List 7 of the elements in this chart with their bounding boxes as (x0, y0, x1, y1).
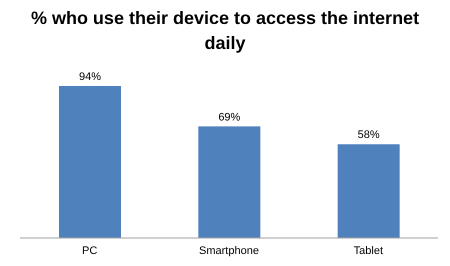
data-label: 94% (78, 71, 102, 83)
data-label: 69% (218, 111, 241, 124)
x-tick-label: PC (82, 244, 98, 257)
data-label: 58% (358, 129, 380, 142)
x-tick-label: Smartphone (199, 244, 259, 257)
chart-title: % who use their device to access the internet daily (30, 7, 420, 55)
x-tick-label: Tablet (354, 244, 384, 257)
